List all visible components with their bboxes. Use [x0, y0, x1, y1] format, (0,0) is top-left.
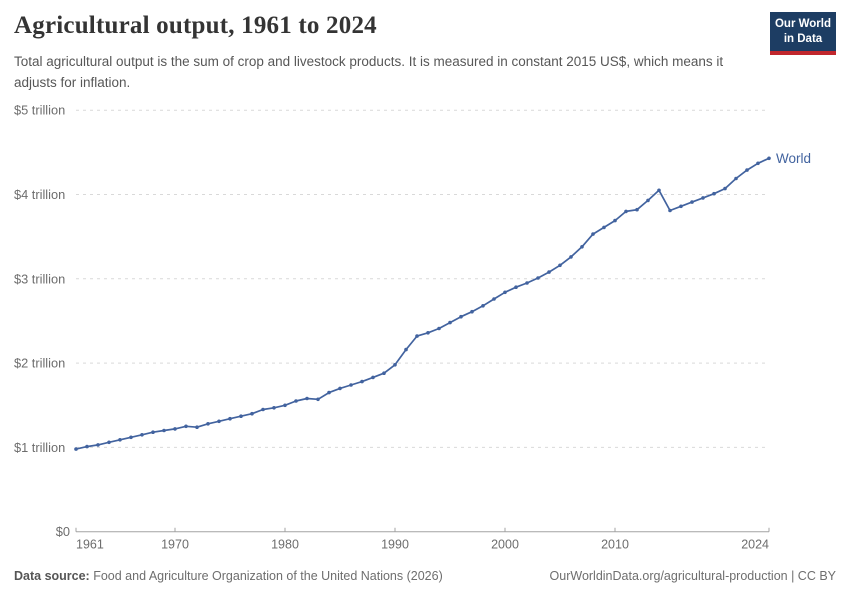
- data-point: [316, 397, 320, 402]
- data-point: [558, 263, 562, 268]
- data-point: [657, 188, 661, 193]
- data-point: [701, 196, 705, 200]
- data-point: [723, 186, 727, 191]
- data-point: [250, 411, 254, 416]
- data-point: [591, 232, 595, 236]
- data-point: [745, 168, 749, 172]
- footer: Data source: Food and Agriculture Organi…: [14, 569, 836, 583]
- data-point: [118, 438, 122, 442]
- data-point: [85, 444, 89, 449]
- data-point: [459, 314, 463, 319]
- data-point: [503, 290, 507, 295]
- data-point: [382, 371, 386, 376]
- data-point: [481, 304, 485, 308]
- x-tick-label: 2000: [491, 538, 519, 552]
- data-point: [492, 297, 496, 301]
- data-point: [470, 309, 474, 314]
- data-point: [129, 435, 133, 440]
- data-point: [602, 225, 606, 230]
- data-point: [140, 433, 144, 437]
- data-point: [294, 399, 298, 403]
- license-link[interactable]: OurWorldinData.org/agricultural-producti…: [549, 569, 836, 583]
- data-point: [305, 396, 309, 401]
- data-point: [371, 375, 375, 380]
- data-source: Data source: Food and Agriculture Organi…: [14, 569, 443, 583]
- data-point: [624, 209, 628, 214]
- data-point: [756, 161, 760, 166]
- data-point: [437, 326, 441, 331]
- x-tick-label: 1990: [381, 538, 409, 552]
- data-point: [195, 425, 199, 430]
- line-chart[interactable]: $5 trillion $4 trillion $3 trillion $2 tril…: [0, 95, 850, 560]
- data-point: [184, 424, 188, 429]
- x-tick-label: 1980: [271, 538, 299, 552]
- x-tick-label: 2010: [601, 538, 629, 552]
- data-point: [547, 270, 551, 274]
- header: Agricultural output, 1961 to 2024 Our Wo…: [14, 12, 836, 55]
- data-point: [162, 428, 166, 433]
- data-point: [415, 334, 419, 338]
- data-point: [217, 419, 221, 424]
- data-point: [767, 156, 771, 161]
- data-point: [613, 218, 617, 223]
- data-point: [404, 347, 408, 352]
- y-tick-label: $3 trillion: [14, 271, 65, 286]
- data-point: [228, 416, 232, 421]
- data-point: [690, 200, 694, 204]
- data-source-text: Food and Agriculture Organization of the…: [93, 569, 443, 583]
- owid-logo-line1: Our World: [774, 18, 831, 30]
- data-point: [96, 443, 100, 447]
- data-point: [712, 191, 716, 196]
- data-point: [327, 390, 331, 395]
- data-point: [734, 176, 738, 181]
- data-point: [679, 204, 683, 209]
- owid-logo-line2: in Data: [783, 32, 823, 45]
- x-tick-label: 2024: [741, 538, 769, 552]
- data-line[interactable]: [75, 157, 770, 450]
- data-point: [360, 379, 364, 384]
- data-point: [283, 403, 287, 408]
- data-point: [393, 363, 397, 367]
- y-tick-label-zero: $0: [56, 524, 70, 539]
- data-point: [580, 245, 584, 249]
- data-point: [536, 276, 540, 280]
- series-label-world: World: [776, 151, 811, 166]
- page-title: Agricultural output, 1961 to 2024: [14, 12, 377, 39]
- data-point: [206, 422, 210, 426]
- data-point: [525, 281, 529, 285]
- data-point: [426, 331, 430, 335]
- data-point: [448, 320, 452, 325]
- data-point: [107, 440, 111, 445]
- data-point: [569, 255, 573, 259]
- data-point: [239, 414, 243, 419]
- data-point: [272, 406, 276, 410]
- data-point: [635, 207, 639, 212]
- data-point: [668, 208, 672, 213]
- data-point: [261, 407, 265, 412]
- x-tick-label: 1961: [76, 538, 104, 552]
- data-point: [173, 427, 177, 431]
- y-tick-label: $2 trillion: [14, 356, 65, 371]
- data-point: [338, 386, 342, 391]
- data-point: [151, 430, 155, 435]
- y-tick-label: $5 trillion: [14, 103, 65, 118]
- y-tick-label: $4 trillion: [14, 187, 65, 202]
- data-source-label: Data source:: [14, 569, 90, 583]
- data-point: [74, 447, 78, 451]
- y-tick-label: $1 trillion: [14, 440, 65, 455]
- data-point: [514, 285, 518, 289]
- data-point: [646, 198, 650, 203]
- chart-subtitle: Total agricultural output is the sum of …: [14, 54, 724, 90]
- data-point: [349, 383, 353, 387]
- x-tick-label: 1970: [161, 538, 189, 552]
- owid-logo[interactable]: Our World in Data: [770, 12, 836, 55]
